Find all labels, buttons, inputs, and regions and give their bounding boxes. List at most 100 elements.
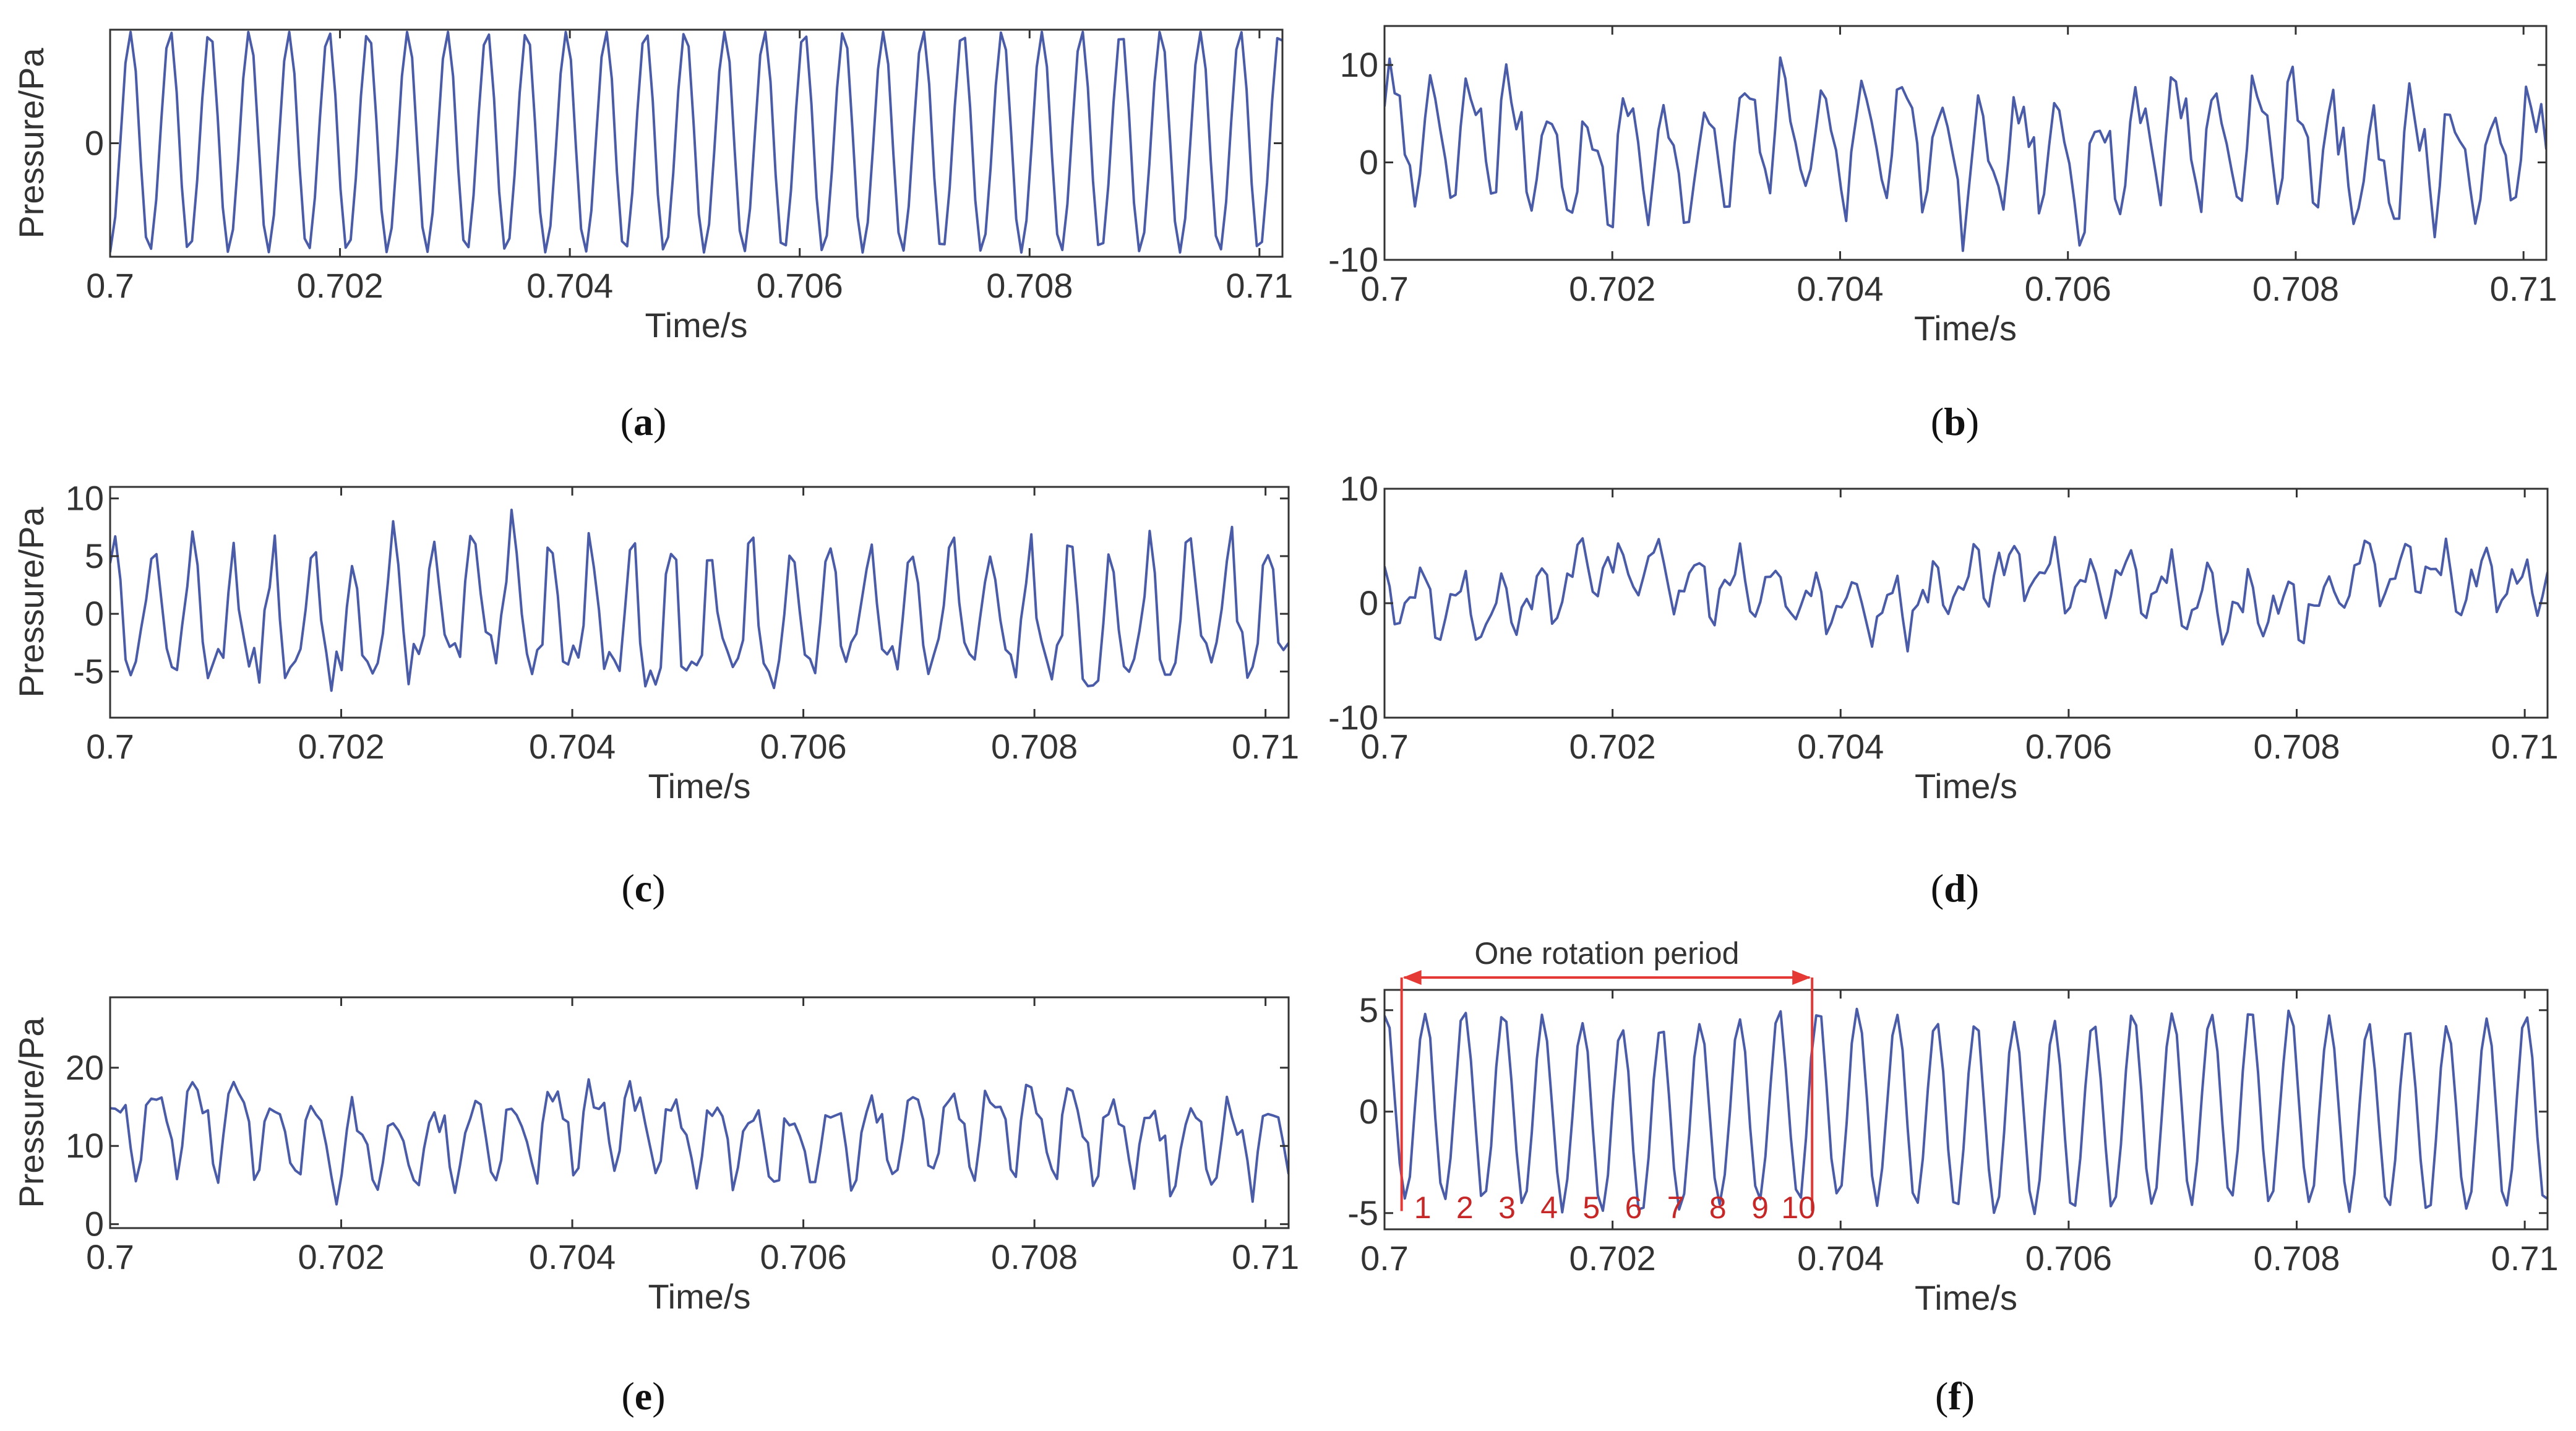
x-tick-label-d: 0.706: [2025, 727, 2112, 766]
panel-caption-a: (a): [620, 400, 667, 444]
plot-frame-d: [1383, 488, 2549, 719]
y-tick-label-e: 0: [85, 1205, 104, 1244]
series-line-d: [1385, 536, 2548, 653]
panel-e: 0.7 0.702 0.704 0.706 0.708 0.71 0 10 20 Time/s Pr…: [12, 996, 1299, 1418]
blade-number-label: 3: [1498, 1190, 1516, 1225]
y-tick-label-d: 0: [1359, 583, 1378, 622]
plot-frame-f: [1383, 989, 2549, 1231]
panel-c: 0.7 0.702 0.704 0.706 0.708 0.71 -5 0 5 10 Time/s P…: [12, 479, 1299, 910]
x-tick-label-c: 0.704: [529, 727, 616, 766]
y-tick-label-e: 10: [66, 1126, 104, 1165]
panel-caption-c: (c): [621, 866, 665, 910]
blade-number-label: 2: [1456, 1190, 1474, 1225]
blade-number-label: 7: [1667, 1190, 1685, 1225]
blade-number-label: 10: [1781, 1190, 1816, 1225]
x-tick-label-c: 0.708: [991, 727, 1078, 766]
x-axis-label-e: Time/s: [648, 1277, 751, 1316]
x-tick-label-d: 0.7: [1360, 727, 1409, 766]
x-tick-label-a: 0.706: [757, 266, 843, 305]
panel-d: 0.7 0.702 0.704 0.706 0.708 0.71 -10 0 10 Time/s (…: [1328, 469, 2559, 910]
y-tick-label-d: 10: [1340, 469, 1378, 508]
x-tick-label-e: 0.704: [529, 1237, 616, 1276]
x-tick-label-f: 0.702: [1569, 1239, 1656, 1278]
x-tick-label-c: 0.706: [760, 727, 847, 766]
y-tick-label-c: -5: [73, 651, 104, 690]
x-axis-label-d: Time/s: [1915, 767, 2017, 806]
x-tick-label-b: 0.71: [2490, 269, 2557, 308]
y-tick-label-c: 5: [85, 536, 104, 575]
plot-frame-e: [109, 996, 1290, 1229]
rotation-period-annotation: One rotation period 1 2 3 4 5 6 7 8 9 10: [1400, 936, 1816, 1225]
blade-number-label: 8: [1709, 1190, 1727, 1225]
blade-number-label: 1: [1414, 1190, 1432, 1225]
x-tick-label-b: 0.706: [2025, 269, 2111, 308]
x-tick-label-a: 0.702: [296, 266, 383, 305]
x-tick-label-b: 0.704: [1797, 269, 1883, 308]
panel-caption-d: (d): [1931, 866, 1979, 910]
x-axis-label-a: Time/s: [645, 306, 748, 345]
x-tick-label-d: 0.704: [1797, 727, 1884, 766]
blade-number-label: 6: [1625, 1190, 1642, 1225]
y-tick-label-d: -10: [1328, 698, 1378, 737]
plot-frame-a: [109, 28, 1284, 258]
x-axis-label-c: Time/s: [648, 767, 751, 806]
y-tick-label-e: 20: [66, 1048, 104, 1087]
blade-number-label: 9: [1751, 1190, 1769, 1225]
series-line-e: [110, 1078, 1289, 1206]
x-tick-label-e: 0.7: [86, 1237, 134, 1276]
panel-f: 0.7 0.702 0.704 0.706 0.708 0.71 -5 0 5 Time/s (f)…: [1347, 936, 2558, 1418]
x-tick-label-e: 0.702: [298, 1237, 384, 1276]
series-line-f: [1385, 1007, 2548, 1216]
rotation-period-label: One rotation period: [1474, 936, 1739, 971]
x-tick-label-f: 0.706: [2025, 1239, 2112, 1278]
y-axis-label-a: Pressure/Pa: [12, 48, 51, 239]
x-tick-label-a: 0.708: [986, 266, 1073, 305]
x-tick-label-f: 0.704: [1797, 1239, 1884, 1278]
x-tick-label-a: 0.704: [526, 266, 613, 305]
series-line-a: [110, 30, 1282, 254]
x-tick-label-f: 0.7: [1360, 1239, 1409, 1278]
arrowhead-left: [1402, 970, 1422, 985]
panel-b: 0.7 0.702 0.704 0.706 0.708 0.71 -10 0 10 Time/s (…: [1328, 25, 2557, 444]
x-tick-label-b: 0.708: [2252, 269, 2339, 308]
y-tick-label-b: 10: [1340, 45, 1378, 84]
series-line-c: [110, 509, 1289, 692]
x-tick-label-c: 0.7: [86, 727, 134, 766]
panel-caption-f: (f): [1935, 1374, 1975, 1418]
x-tick-label-d: 0.71: [2491, 727, 2559, 766]
y-tick-label-b: -10: [1328, 240, 1378, 279]
x-axis-label-b: Time/s: [1914, 309, 2017, 348]
x-tick-label-b: 0.7: [1360, 269, 1409, 308]
y-tick-label-b: 0: [1359, 143, 1378, 182]
x-tick-label-d: 0.702: [1569, 727, 1656, 766]
y-axis-label-e: Pressure/Pa: [12, 1017, 51, 1208]
y-axis-label-c: Pressure/Pa: [12, 507, 51, 698]
x-tick-label-f: 0.71: [2491, 1239, 2559, 1278]
y-tick-label-f: 5: [1359, 991, 1378, 1029]
x-tick-label-e: 0.71: [1232, 1237, 1299, 1276]
panel-a: 0.7 0.702 0.704 0.706 0.708 0.71 0 Time/s Pressu…: [12, 28, 1293, 444]
plot-frame-c: [109, 486, 1290, 719]
x-tick-label-e: 0.708: [991, 1237, 1078, 1276]
x-tick-label-e: 0.706: [760, 1237, 847, 1276]
x-tick-label-f: 0.708: [2253, 1239, 2340, 1278]
panel-caption-b: (b): [1931, 400, 1979, 444]
y-tick-label-f: -5: [1347, 1193, 1378, 1232]
x-tick-label-a: 0.7: [86, 266, 134, 305]
x-tick-label-b: 0.702: [1569, 269, 1655, 308]
y-tick-label-c: 10: [66, 479, 104, 518]
panel-caption-e: (e): [621, 1374, 665, 1418]
y-tick-label-f: 0: [1359, 1092, 1378, 1131]
y-tick-label-c: 0: [85, 594, 104, 633]
x-tick-label-a: 0.71: [1226, 266, 1293, 305]
blade-number-label: 5: [1582, 1190, 1600, 1225]
blade-number-label: 4: [1540, 1190, 1558, 1225]
x-tick-label-c: 0.702: [298, 727, 384, 766]
x-tick-label-c: 0.71: [1232, 727, 1299, 766]
series-line-b: [1385, 56, 2546, 252]
x-tick-label-d: 0.708: [2253, 727, 2340, 766]
y-tick-label-a: 0: [85, 124, 104, 163]
arrowhead-right: [1792, 970, 1811, 985]
plot-frame-b: [1383, 25, 2548, 261]
